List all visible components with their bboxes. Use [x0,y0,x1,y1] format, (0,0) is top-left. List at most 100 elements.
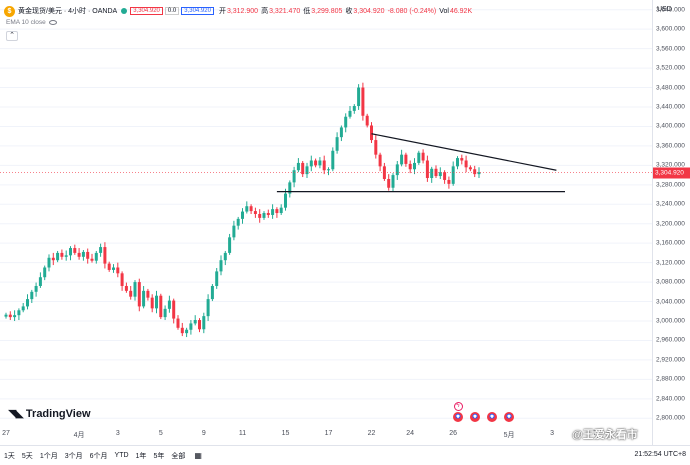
time-tick-label: 7 [593,430,598,437]
low-value: 3,299.805 [311,7,343,15]
candle-body-46 [202,316,206,330]
chart-area[interactable] [0,0,652,445]
us-flag-event-icon[interactable] [486,412,497,422]
high-label: 高 [261,8,269,15]
sell-price-box[interactable]: 3,304.920 [130,7,163,15]
trendline-descending-resistance [371,133,557,171]
candle-body-89 [387,178,391,188]
candle-body-61 [266,213,270,215]
currency-label[interactable]: USD [657,6,672,13]
us-flag-event-icon[interactable] [452,412,463,422]
symbol-title[interactable]: 黄金现货/美元 · 4小时 · OANDA [18,8,118,15]
range-button[interactable]: 5天 [21,452,33,460]
price-tick-label: 3,200.000 [656,220,685,228]
candle-body-23 [103,247,107,264]
price-tick-label: 3,600.000 [656,25,685,33]
candle-body-70 [305,166,309,175]
time-tick-label: 5月 [503,432,515,439]
spread-box: 0.0 [164,7,180,15]
candle-body-29 [129,290,133,297]
time-axis[interactable]: 27 4月 3 5 9 11 15 17 22 24 26 5月 3 7 [0,428,652,442]
candle-body-13 [60,252,64,257]
price-tick-label: 3,120.000 [656,259,685,267]
range-button[interactable]: 3个月 [64,452,83,460]
candle-body-1 [8,314,12,318]
ema-indicator-legend[interactable]: EMA 10 close [6,19,57,26]
candle-body-2 [13,315,17,318]
change-value: -8.080 (-0.24%) [387,7,437,15]
ema-indicator-label: EMA 10 close [6,19,46,26]
candle-body-27 [120,273,124,286]
buy-price-box[interactable]: 3,304.920 [181,7,214,15]
price-tick-label: 3,400.000 [656,122,685,130]
candle-body-18 [81,251,85,257]
candle-body-42 [185,329,189,334]
candle-body-41 [180,327,184,334]
candle-body-102 [443,172,447,180]
close-value: 3,304.920 [353,7,385,15]
candle-body-85 [370,125,373,141]
eye-icon[interactable] [48,20,57,25]
candle-body-84 [365,115,369,126]
candle-body-11 [51,257,55,261]
price-axis[interactable]: USD 3,640.000 3,600.000 3,560.000 3,520.000… [652,0,690,445]
candle-body-68 [296,162,300,171]
range-button[interactable]: 1天 [4,452,15,460]
lightning-event-icon[interactable]: ϟ [453,402,463,411]
candle-body-90 [391,175,395,188]
candle-body-8 [38,277,42,286]
range-button[interactable]: 6个月 [89,452,108,460]
candle-body-106 [460,158,464,161]
candle-body-76 [331,150,335,170]
candle-body-34 [150,297,154,309]
candle-body-40 [176,318,180,328]
collapse-legend-button[interactable]: ⌃ [6,31,18,41]
price-tick-label: 3,480.000 [656,84,685,92]
us-flag-event-icon[interactable] [504,412,515,422]
candle-body-39 [172,300,176,319]
price-tick-label: 2,800.000 [656,414,685,422]
candle-body-28 [124,285,128,291]
candle-body-103 [447,179,451,184]
range-button[interactable]: 全部 [171,452,186,460]
price-tick-label: 3,440.000 [656,103,685,111]
current-price-label: 3,304.920 [653,167,690,179]
us-flag-event-icon[interactable] [469,412,480,422]
time-tick-label: 17 [324,430,333,437]
tradingview-logo-icon: ◥◣ [8,408,24,420]
candle-body-45 [198,320,201,330]
candlestick-chart[interactable] [0,0,652,445]
candle-body-25 [112,267,115,270]
close-label: 收 [345,8,353,15]
candle-body-64 [279,207,283,214]
candle-body-32 [142,290,146,307]
range-button[interactable]: YTD [114,452,129,459]
price-tick-label: 3,360.000 [656,142,685,150]
open-value: 3,312.900 [226,7,259,15]
range-button[interactable]: 1年 [135,452,147,460]
candle-body-74 [322,160,326,171]
market-status-icon [121,8,128,14]
candle-body-71 [309,160,313,167]
price-tick-label: 2,880.000 [656,375,685,383]
price-tick-label: 2,920.000 [656,356,685,364]
clock[interactable]: 21:52:54 UTC+8 [634,451,686,458]
candle-body-109 [473,169,477,175]
time-tick-label: 4月 [73,432,85,439]
range-button[interactable]: 1个月 [39,452,58,460]
open-label: 开 [218,8,226,15]
candle-body-87 [378,154,382,167]
candle-body-24 [107,263,111,270]
calendar-icon[interactable]: ▦ [194,451,202,460]
candle-body-53 [232,225,236,238]
candle-body-20 [90,258,94,261]
range-button[interactable]: 5年 [153,452,165,460]
price-tick-label: 3,560.000 [656,45,685,53]
candle-body-30 [133,282,137,297]
candle-body-110 [477,172,481,175]
time-tick-label: 3 [115,430,120,437]
candle-body-77 [335,137,339,151]
author-credit: @王爱永看市 [572,429,638,441]
candle-body-58 [253,211,257,214]
price-tick-label: 3,320.000 [656,161,685,169]
